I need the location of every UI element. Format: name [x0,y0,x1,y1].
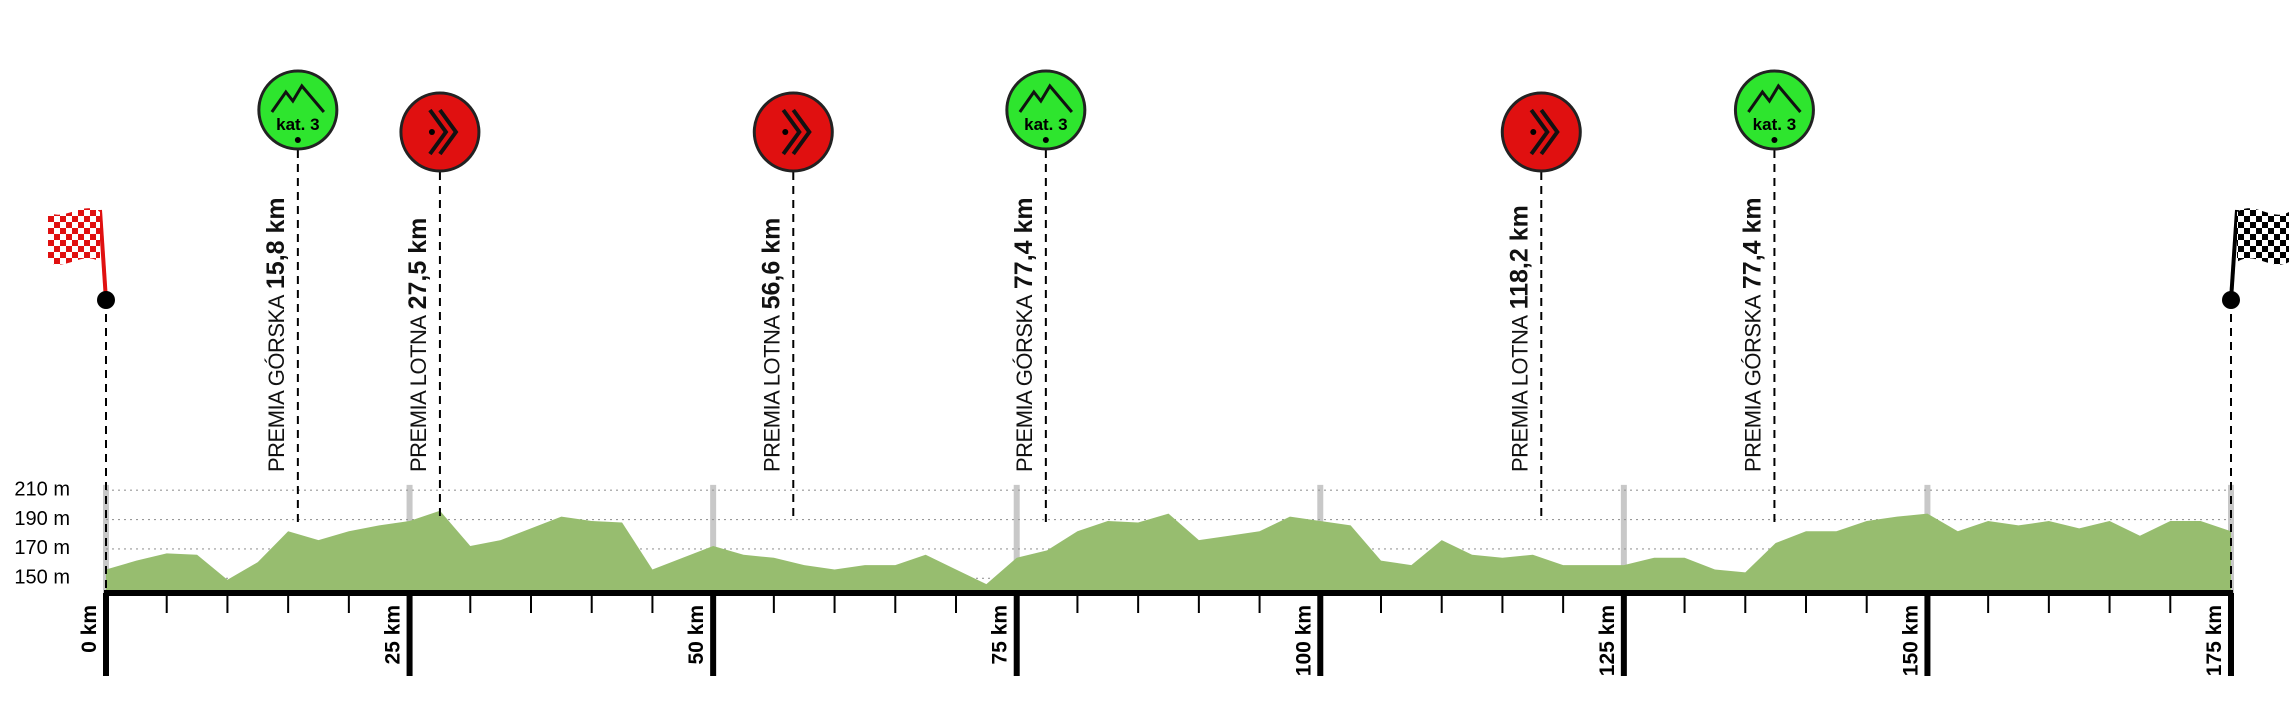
x-tick-label: 50 km [685,605,708,665]
y-tick-label: 210 m [14,478,70,500]
x-tick-label: 75 km [989,605,1012,665]
finish-dot [2222,291,2240,309]
marker-name: PREMIA GÓRSKA [1740,294,1765,472]
marker-label: PREMIA GÓRSKA 15,8 km [262,197,290,472]
marker-label: PREMIA GÓRSKA 77,4 km [1738,197,1766,472]
mountain-icon [1747,83,1802,113]
marker-km: 77,4 km [1738,197,1766,289]
category-label: kat. 3 [1024,115,1067,134]
mountain-icon [1018,83,1074,113]
x-tick-label: 0 km [78,605,101,653]
sprint-icon [1529,108,1560,156]
marker-label: PREMIA LOTNA 27,5 km [404,218,432,472]
marker-icon [257,69,339,151]
marker-icon [399,91,481,173]
marker-name: PREMIA LOTNA [1507,315,1532,472]
marker-name: PREMIA LOTNA [759,315,784,472]
marker-label: PREMIA LOTNA 118,2 km [1505,205,1533,472]
category-label: kat. 3 [276,115,319,134]
x-tick-label: 125 km [1596,605,1619,676]
marker-name: PREMIA LOTNA [406,315,431,472]
marker-km: 56,6 km [757,218,785,310]
marker-label: PREMIA LOTNA 56,6 km [757,218,785,472]
marker-name: PREMIA GÓRSKA [1012,294,1037,472]
sprint-icon [781,108,812,156]
sprint-icon [428,108,459,156]
marker-label: PREMIA GÓRSKA 77,4 km [1010,197,1038,472]
marker-name: PREMIA GÓRSKA [264,294,289,472]
start-pole [98,209,108,301]
mountain-icon [270,83,326,113]
sprint-dot [428,129,435,135]
marker-icon [1005,69,1087,151]
x-tick-label: 25 km [382,605,405,665]
category-label: kat. 3 [1753,115,1796,134]
y-tick-label: 190 m [14,508,70,530]
marker-icon [1733,69,1815,151]
y-tick-label: 170 m [14,537,70,559]
category-dot [1042,137,1049,143]
sprint-dot [1530,129,1537,135]
finish-flag [2237,208,2289,265]
marker-km: 15,8 km [262,197,290,289]
marker-km: 27,5 km [404,218,432,310]
x-tick-label: 175 km [2203,605,2226,676]
category-dot [294,137,301,143]
x-tick-label: 100 km [1292,605,1315,676]
x-tick-label: 150 km [1899,605,1922,676]
category-dot [1771,137,1778,143]
marker-icon [1500,91,1582,173]
sprint-dot [782,129,789,135]
marker-icon [752,91,834,173]
y-tick-label: 150 m [14,567,70,589]
finish-pole [2229,209,2239,301]
start-flag [48,208,100,265]
marker-km: 118,2 km [1505,205,1533,309]
start-dot [97,291,115,309]
elevation-area [106,510,2231,593]
marker-km: 77,4 km [1010,197,1038,289]
